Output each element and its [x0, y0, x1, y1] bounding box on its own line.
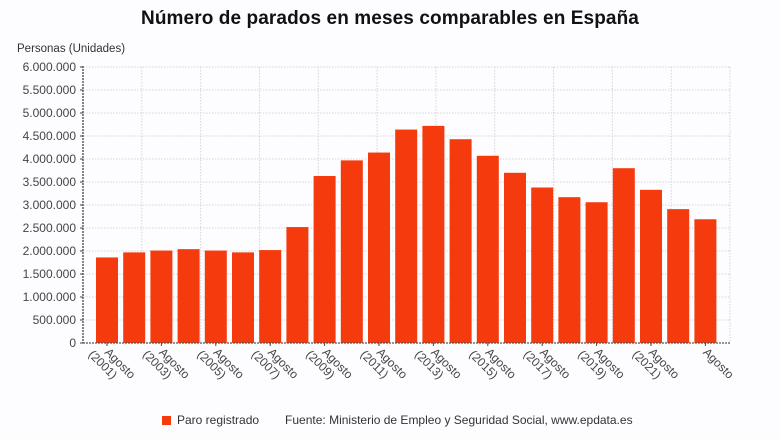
bar — [531, 187, 554, 343]
bar — [232, 252, 254, 343]
bars — [96, 125, 717, 343]
y-tick-label: 6.000.000 — [23, 60, 77, 74]
bar — [504, 172, 526, 343]
chart-title: Número de parados en meses comparables e… — [141, 8, 639, 29]
bar — [123, 252, 146, 343]
x-tick-label: Agosto(2003) — [140, 345, 193, 382]
bar — [585, 202, 608, 343]
y-tick-label: 3.500.000 — [23, 175, 77, 189]
y-axis-ticks: 0 500.000 1.000.000 1.500.000 2.000.000 2.500… — [23, 60, 83, 350]
bar — [313, 176, 336, 343]
bar — [340, 160, 363, 343]
y-tick-label: 1.000.000 — [23, 290, 77, 304]
x-tick-label: Agosto(2021) — [630, 345, 683, 382]
bar — [286, 227, 309, 343]
x-tick-label: Agosto(2019) — [575, 345, 628, 382]
bar — [476, 155, 499, 343]
bar — [150, 250, 173, 343]
bar — [612, 168, 635, 343]
bar — [204, 250, 227, 343]
bar — [368, 152, 390, 343]
x-tick-label: Agosto(2015) — [466, 345, 519, 382]
y-tick-label: 500.000 — [33, 313, 77, 327]
y-tick-label: 3.000.000 — [23, 198, 77, 212]
x-tick-label: Agosto(2011) — [358, 345, 411, 382]
bar — [640, 189, 662, 343]
bar — [449, 139, 472, 343]
y-tick-label: 2.000.000 — [23, 244, 77, 258]
y-tick-label: 5.000.000 — [23, 106, 77, 120]
bar — [96, 257, 118, 343]
x-tick-label: Agosto(2005) — [194, 345, 247, 382]
bar — [422, 125, 445, 343]
legend-label: Paro registrado — [177, 413, 260, 427]
y-tick-label: 4.500.000 — [23, 129, 77, 143]
y-axis-label: Personas (Unidades) — [17, 43, 126, 55]
bar — [259, 250, 282, 343]
legend: Paro registrado Fuente: Ministerio de Em… — [162, 413, 633, 427]
x-tick-label: Agosto(2001) — [86, 345, 139, 382]
x-tick-label: Agosto(2013) — [412, 345, 465, 382]
bar — [395, 129, 418, 343]
bar — [667, 209, 690, 343]
x-tick-label: Agosto(2017) — [521, 345, 574, 382]
grid-lines — [83, 66, 731, 343]
y-tick-label: 2.500.000 — [23, 221, 77, 235]
x-tick-label: Agosto(2007) — [249, 345, 302, 382]
x-tick-label: Agosto(2009) — [303, 345, 356, 382]
y-tick-label: 0 — [69, 336, 76, 350]
bar — [177, 249, 200, 343]
bar — [694, 219, 717, 343]
source-note: Fuente: Ministerio de Empleo y Seguridad… — [285, 413, 633, 427]
y-tick-label: 5.500.000 — [23, 83, 77, 97]
x-tick-label: Agosto — [700, 345, 737, 382]
x-axis-ticks: Agosto(2001) Agosto(2003) Agosto(2005) Agos… — [86, 343, 737, 382]
bar — [558, 197, 581, 343]
x-tick-label-month: Agosto — [700, 345, 737, 382]
y-tick-label: 1.500.000 — [23, 267, 77, 281]
y-tick-label: 4.000.000 — [23, 152, 77, 166]
legend-swatch — [162, 415, 171, 425]
